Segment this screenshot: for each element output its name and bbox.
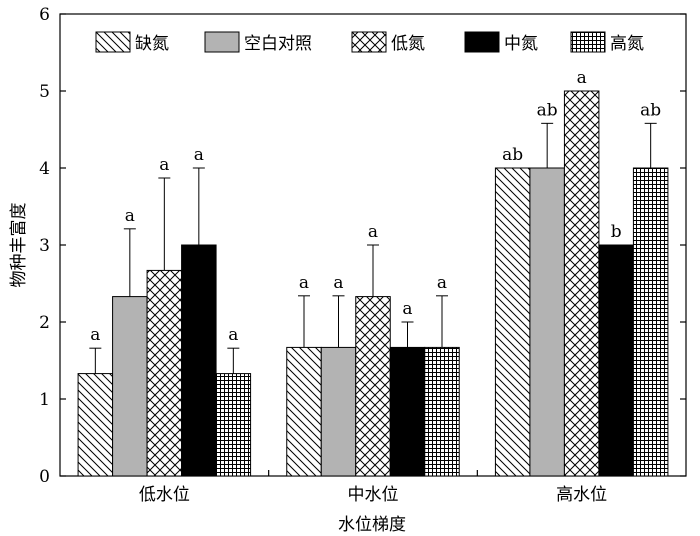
legend-swatch [204,31,240,53]
bar [112,296,148,477]
legend-label: 中氮 [504,34,538,54]
bar [563,90,600,477]
significance-label: a [159,155,169,175]
y-axis: 0 1 2 3 4 5 6 [39,5,686,487]
bar [632,167,669,477]
significance-label: a [577,68,587,88]
significance-label: a [333,273,343,293]
significance-label: ab [640,100,661,120]
significance-label: a [90,325,100,345]
bar [320,346,357,477]
legend-label: 空白对照 [244,34,312,54]
significance-label: a [299,273,309,293]
bar [598,244,634,477]
legend-swatch [570,31,606,53]
bar [146,269,183,477]
significance-label: a [228,325,238,345]
significance-label: a [125,206,135,226]
bar [355,296,391,477]
y-tick-label: 3 [39,236,50,256]
significance-label: ab [537,100,558,120]
y-tick-label: 5 [39,82,50,102]
bar [181,244,217,477]
x-axis-title: 水位梯度 [338,515,406,535]
significance-label: a [402,299,412,319]
y-axis-title: 物种丰富度 [9,203,29,288]
y-tick-label: 2 [39,313,50,333]
legend: 缺氮 空白对照 低氮 中氮 高氮 [95,31,644,54]
legend-label: 低氮 [391,34,425,54]
bar [77,373,114,477]
legend-label: 缺氮 [135,34,169,54]
y-tick-label: 4 [39,159,50,179]
significance-label: ab [502,145,523,165]
bar [389,346,426,477]
legend-label: 高氮 [610,34,644,54]
bar [529,167,565,477]
significance-label: a [194,145,204,165]
y-tick-label: 6 [39,5,50,25]
bar [215,373,252,477]
legend-swatch [95,31,131,53]
x-tick-label: 低水位 [139,485,190,505]
x-axis: 低水位 中水位 高水位 [139,470,607,505]
significance-label: b [611,222,622,242]
y-tick-label: 0 [39,467,50,487]
significance-label: a [437,273,447,293]
bar [494,167,531,477]
bar [286,346,322,477]
bar [424,346,460,477]
x-tick-label: 高水位 [556,485,607,505]
significance-label: a [368,222,378,242]
legend-swatch [464,31,500,53]
legend-swatch [351,31,387,53]
y-tick-label: 1 [39,390,50,410]
x-tick-label: 中水位 [348,485,399,505]
